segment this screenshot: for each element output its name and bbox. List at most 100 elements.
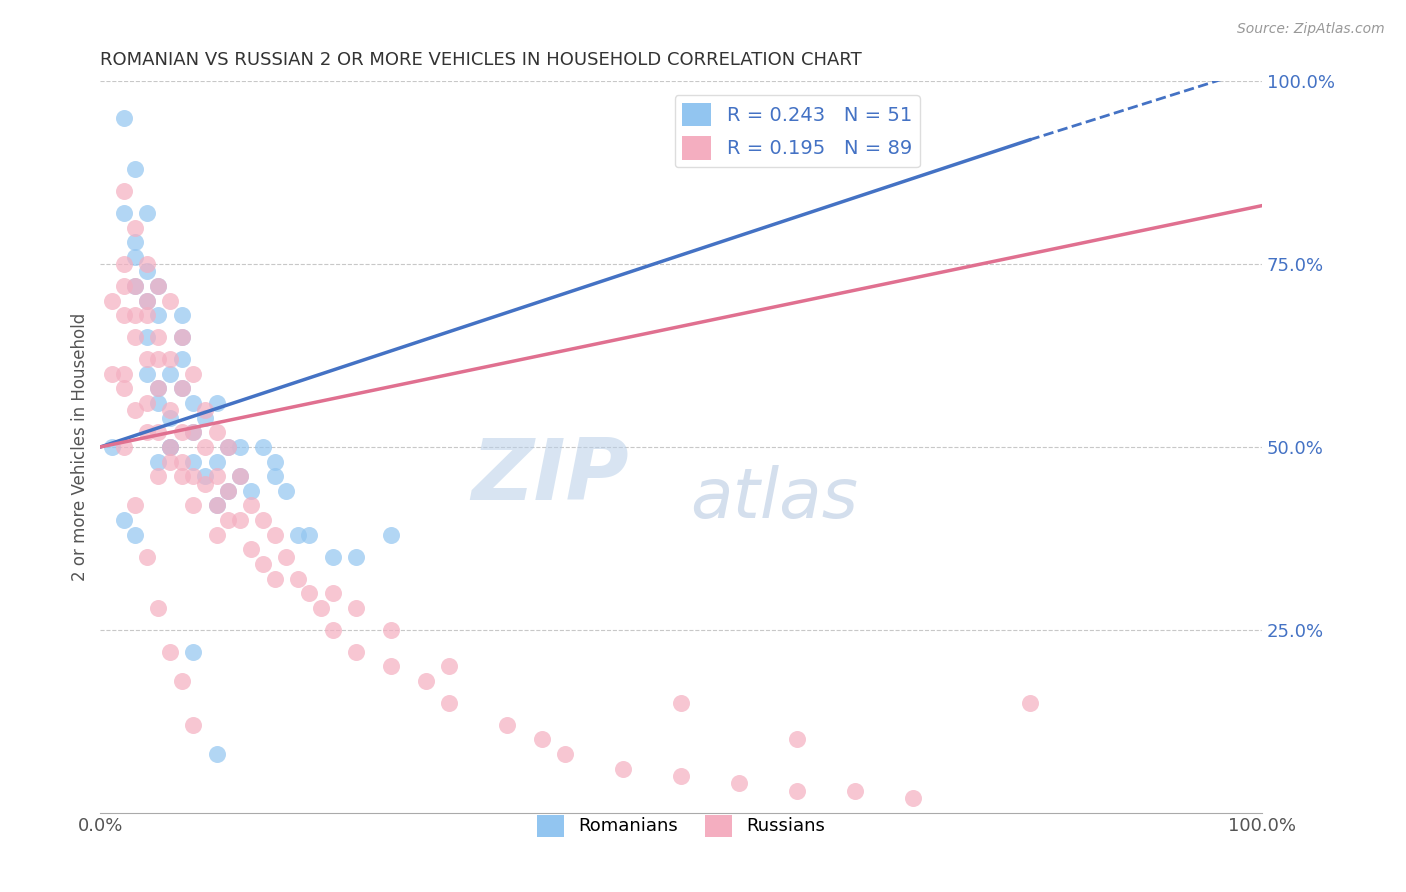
Point xyxy=(124,309,146,323)
Point xyxy=(205,747,228,761)
Point xyxy=(240,542,263,557)
Point xyxy=(276,483,298,498)
Point xyxy=(181,499,204,513)
Point xyxy=(124,162,146,177)
Point xyxy=(181,454,204,468)
Point xyxy=(229,469,252,483)
Point xyxy=(205,527,228,541)
Point xyxy=(101,293,124,308)
Point xyxy=(263,469,285,483)
Point xyxy=(135,293,157,308)
Point xyxy=(669,769,692,783)
Point xyxy=(229,513,252,527)
Point xyxy=(252,440,274,454)
Point xyxy=(240,499,263,513)
Text: atlas: atlas xyxy=(690,465,858,532)
Point xyxy=(135,293,157,308)
Legend: Romanians, Russians: Romanians, Russians xyxy=(530,807,832,844)
Point xyxy=(415,673,437,688)
Point xyxy=(554,747,576,761)
Point xyxy=(159,645,181,659)
Point xyxy=(252,513,274,527)
Point xyxy=(170,330,193,344)
Point xyxy=(148,469,170,483)
Point xyxy=(252,557,274,571)
Point xyxy=(148,381,170,395)
Point xyxy=(496,718,519,732)
Point xyxy=(217,440,239,454)
Point xyxy=(159,440,181,454)
Point xyxy=(344,645,367,659)
Point xyxy=(135,549,157,564)
Point xyxy=(159,403,181,417)
Point xyxy=(124,250,146,264)
Point xyxy=(135,396,157,410)
Point xyxy=(159,367,181,381)
Point xyxy=(148,396,170,410)
Point xyxy=(380,623,402,637)
Point xyxy=(181,469,204,483)
Point xyxy=(344,600,367,615)
Point xyxy=(148,279,170,293)
Point xyxy=(135,264,157,278)
Point xyxy=(170,469,193,483)
Point xyxy=(181,645,204,659)
Point xyxy=(612,762,634,776)
Point xyxy=(148,600,170,615)
Text: ZIP: ZIP xyxy=(471,434,628,517)
Point xyxy=(437,659,460,673)
Point xyxy=(217,483,239,498)
Point xyxy=(194,476,217,491)
Point xyxy=(124,220,146,235)
Point xyxy=(194,440,217,454)
Point xyxy=(135,206,157,220)
Point xyxy=(148,425,170,440)
Point xyxy=(344,549,367,564)
Point xyxy=(437,696,460,710)
Point xyxy=(903,791,925,805)
Point xyxy=(124,403,146,417)
Point xyxy=(1018,696,1040,710)
Point xyxy=(298,527,321,541)
Point xyxy=(112,309,135,323)
Point xyxy=(530,732,553,747)
Point xyxy=(205,425,228,440)
Point xyxy=(124,279,146,293)
Point xyxy=(170,454,193,468)
Point xyxy=(112,367,135,381)
Point xyxy=(205,499,228,513)
Point xyxy=(159,440,181,454)
Point xyxy=(217,440,239,454)
Point xyxy=(135,257,157,271)
Point xyxy=(170,352,193,367)
Point xyxy=(844,783,866,797)
Text: Source: ZipAtlas.com: Source: ZipAtlas.com xyxy=(1237,22,1385,37)
Point xyxy=(135,367,157,381)
Point xyxy=(135,352,157,367)
Point xyxy=(276,549,298,564)
Point xyxy=(159,352,181,367)
Point xyxy=(217,513,239,527)
Point xyxy=(181,425,204,440)
Point xyxy=(148,454,170,468)
Point xyxy=(786,732,808,747)
Point xyxy=(148,330,170,344)
Point xyxy=(135,330,157,344)
Y-axis label: 2 or more Vehicles in Household: 2 or more Vehicles in Household xyxy=(72,313,89,581)
Point xyxy=(287,527,309,541)
Point xyxy=(181,718,204,732)
Point xyxy=(263,527,285,541)
Point xyxy=(194,403,217,417)
Point xyxy=(159,410,181,425)
Point xyxy=(170,381,193,395)
Point xyxy=(229,440,252,454)
Point xyxy=(240,483,263,498)
Text: ROMANIAN VS RUSSIAN 2 OR MORE VEHICLES IN HOUSEHOLD CORRELATION CHART: ROMANIAN VS RUSSIAN 2 OR MORE VEHICLES I… xyxy=(100,51,862,69)
Point xyxy=(112,279,135,293)
Point xyxy=(135,309,157,323)
Point xyxy=(229,469,252,483)
Point xyxy=(112,513,135,527)
Point xyxy=(148,352,170,367)
Point xyxy=(112,206,135,220)
Point xyxy=(170,309,193,323)
